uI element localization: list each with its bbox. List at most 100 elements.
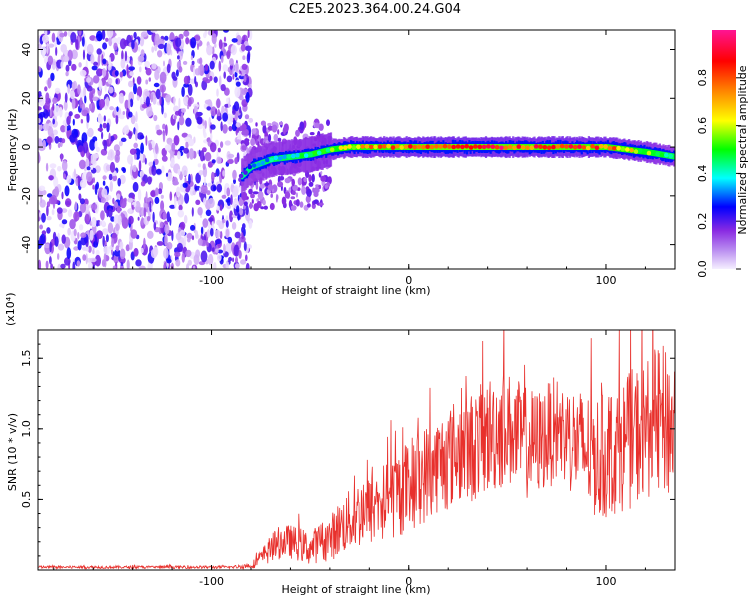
noise-blob bbox=[77, 174, 80, 187]
noise-blob bbox=[204, 99, 212, 105]
noise-blob bbox=[245, 254, 248, 262]
noise-blob bbox=[197, 163, 202, 168]
noise-blob bbox=[160, 200, 165, 212]
noise-blob bbox=[187, 97, 192, 107]
noise-blob bbox=[166, 211, 170, 223]
noise-blob bbox=[107, 77, 113, 85]
noise-blob bbox=[108, 36, 113, 47]
ridge-peak bbox=[503, 145, 509, 150]
noise-blob bbox=[235, 139, 242, 144]
noise-blob bbox=[183, 147, 190, 154]
noise-blob bbox=[238, 250, 242, 259]
noise-blob bbox=[225, 261, 230, 269]
noise-blob bbox=[74, 201, 78, 211]
noise-blob bbox=[152, 211, 155, 223]
noise-blob bbox=[123, 197, 127, 203]
noise-blob bbox=[75, 38, 79, 50]
noise-blob bbox=[290, 205, 297, 211]
ridge-peak bbox=[369, 144, 374, 150]
noise-blob bbox=[239, 106, 242, 114]
noise-blob bbox=[249, 202, 252, 210]
noise-blob bbox=[155, 168, 162, 175]
noise-blob bbox=[217, 254, 222, 262]
noise-blob bbox=[40, 233, 46, 246]
ridge-peak bbox=[377, 144, 383, 149]
noise-blob bbox=[267, 122, 272, 127]
noise-blob bbox=[188, 173, 191, 185]
noise-blob bbox=[115, 149, 121, 157]
noise-blob bbox=[161, 155, 168, 162]
noise-blob bbox=[215, 248, 219, 253]
noise-blob bbox=[48, 175, 54, 181]
noise-blob bbox=[297, 177, 303, 186]
noise-blob bbox=[150, 248, 158, 259]
noise-blob bbox=[190, 37, 197, 49]
noise-blob bbox=[207, 182, 212, 187]
ridge-peak bbox=[247, 164, 253, 170]
ridge-peak bbox=[299, 153, 305, 158]
noise-blob bbox=[71, 63, 77, 71]
noise-blob bbox=[308, 181, 314, 187]
noise-blob bbox=[221, 194, 227, 199]
noise-blob bbox=[100, 197, 106, 204]
ridge-peak bbox=[351, 145, 357, 150]
noise-blob bbox=[116, 205, 121, 214]
noise-blob bbox=[57, 253, 60, 260]
noise-blob bbox=[165, 94, 172, 103]
noise-blob bbox=[243, 75, 247, 83]
noise-blob bbox=[231, 38, 238, 43]
noise-blob bbox=[156, 124, 160, 131]
noise-blob bbox=[157, 188, 163, 195]
noise-blob bbox=[138, 46, 141, 52]
spectrogram-x-axis-label: Height of straight line (km) bbox=[281, 284, 430, 297]
noise-blob bbox=[259, 183, 265, 189]
noise-blob bbox=[150, 190, 156, 197]
noise-blob bbox=[163, 247, 169, 259]
noise-blob bbox=[52, 103, 55, 111]
noise-blob bbox=[257, 191, 264, 200]
noise-blob bbox=[87, 127, 94, 138]
noise-blob bbox=[197, 124, 204, 130]
noise-blob bbox=[255, 181, 259, 190]
noise-blob bbox=[175, 37, 182, 48]
noise-blob bbox=[111, 37, 118, 45]
noise-blob bbox=[52, 129, 59, 136]
noise-blob bbox=[210, 132, 213, 141]
noise-blob bbox=[86, 77, 92, 83]
noise-blob bbox=[60, 61, 64, 69]
noise-blob bbox=[178, 97, 181, 110]
noise-blob bbox=[174, 251, 181, 257]
noise-blob bbox=[150, 30, 158, 33]
ridge-peak bbox=[312, 150, 318, 156]
noise-blob bbox=[97, 127, 104, 132]
ridge-peak bbox=[347, 144, 352, 149]
noise-blob bbox=[135, 259, 142, 267]
noise-blob bbox=[115, 114, 119, 125]
noise-blob bbox=[220, 55, 224, 63]
noise-blob bbox=[51, 32, 56, 43]
noise-blob bbox=[125, 244, 130, 252]
noise-blob bbox=[243, 228, 246, 237]
noise-blob bbox=[202, 119, 205, 127]
noise-blob bbox=[196, 116, 203, 125]
noise-blob bbox=[228, 125, 233, 132]
noise-blob bbox=[115, 245, 120, 252]
ridge-peak bbox=[356, 144, 361, 150]
noise-blob bbox=[112, 174, 118, 182]
noise-blob bbox=[247, 30, 250, 39]
noise-blob bbox=[139, 151, 144, 163]
noise-blob bbox=[148, 142, 153, 151]
noise-blob bbox=[108, 173, 113, 181]
noise-blob bbox=[201, 79, 208, 91]
ridge-peak bbox=[290, 153, 296, 159]
noise-blob bbox=[183, 83, 190, 88]
noise-blob bbox=[198, 65, 200, 76]
noise-blob bbox=[119, 71, 124, 78]
noise-blob bbox=[240, 43, 246, 52]
ridge-peak bbox=[516, 144, 522, 149]
noise-blob bbox=[179, 146, 185, 151]
noise-blob bbox=[149, 200, 152, 212]
noise-blob bbox=[112, 265, 117, 269]
noise-blob bbox=[312, 187, 315, 193]
noise-blob bbox=[170, 157, 175, 167]
